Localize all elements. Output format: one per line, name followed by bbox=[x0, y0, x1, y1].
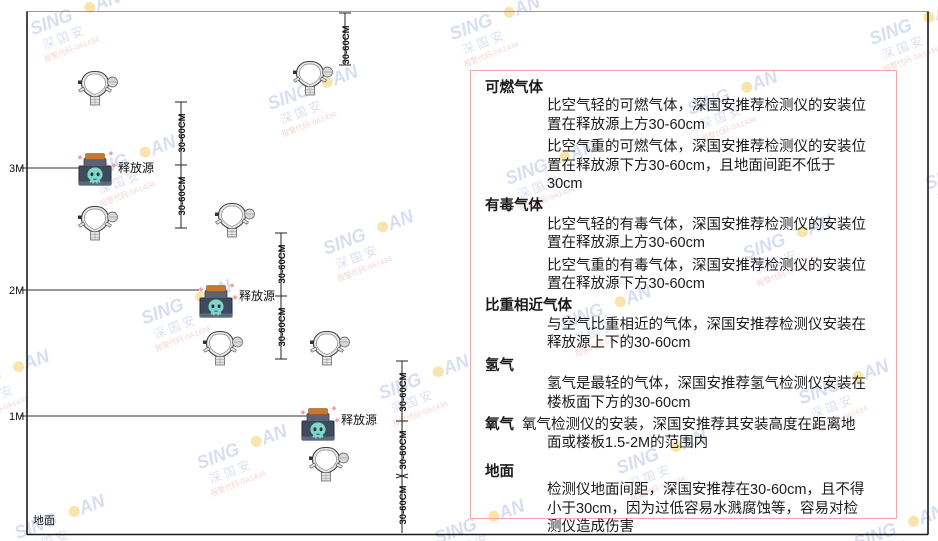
svg-text:释放源: 释放源 bbox=[341, 412, 377, 427]
svg-text:30-60CM: 30-60CM bbox=[398, 485, 409, 524]
svg-text:2M: 2M bbox=[9, 285, 24, 297]
svg-text:地面: 地面 bbox=[33, 514, 55, 527]
svg-text:30-60CM: 30-60CM bbox=[177, 176, 188, 215]
svg-text:释放源: 释放源 bbox=[239, 288, 275, 303]
svg-text:30-60CM: 30-60CM bbox=[277, 307, 288, 346]
svg-text:30-60CM: 30-60CM bbox=[398, 430, 409, 469]
svg-text:30-60CM: 30-60CM bbox=[277, 244, 288, 283]
svg-text:30-60CM: 30-60CM bbox=[398, 372, 409, 411]
svg-text:1M: 1M bbox=[9, 411, 24, 423]
svg-text:30-60CM: 30-60CM bbox=[177, 113, 188, 152]
svg-text:30-60CM: 30-60CM bbox=[341, 25, 352, 64]
svg-text:释放源: 释放源 bbox=[118, 160, 154, 175]
svg-text:3M: 3M bbox=[9, 163, 24, 175]
